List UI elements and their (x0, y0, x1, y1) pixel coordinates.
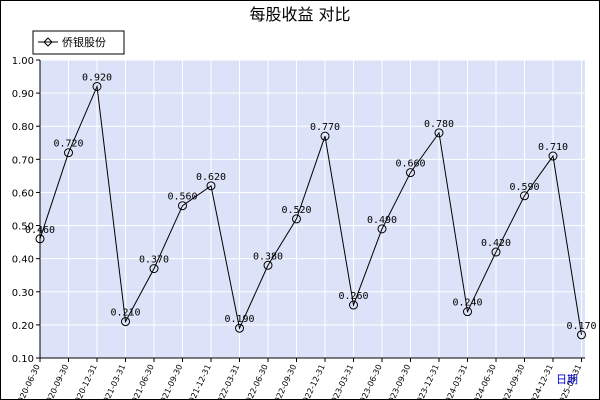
y-tick-label: 0.40 (12, 255, 34, 266)
x-tick-label: 2023-03-31 (328, 363, 356, 400)
plot-area (40, 60, 585, 358)
y-tick-label: 0.80 (12, 122, 34, 133)
x-tick-label: 2020-06-30 (14, 363, 42, 400)
data-label: 0.170 (566, 321, 596, 332)
data-point (406, 168, 415, 178)
data-label: 0.420 (481, 238, 511, 249)
x-tick-label: 2023-12-31 (413, 363, 441, 400)
data-label: 0.920 (82, 72, 112, 83)
data-label: 0.260 (338, 291, 368, 302)
x-tick-label: 2023-06-30 (356, 363, 384, 400)
y-tick-label: 0.90 (12, 89, 34, 100)
x-tick-label: 2021-09-30 (157, 363, 185, 400)
data-point (206, 181, 216, 191)
data-label: 0.560 (167, 192, 197, 203)
data-label: 0.380 (253, 251, 283, 262)
chart-title: 每股收益 对比 (249, 5, 350, 24)
x-tick-label: 2021-03-31 (100, 363, 128, 400)
y-tick-label: 0.70 (12, 155, 34, 166)
x-tick-label: 2024-03-31 (442, 363, 470, 400)
data-label: 0.190 (224, 314, 254, 325)
y-tick-label: 0.10 (12, 354, 34, 365)
legend-entry-label: 侨银股份 (62, 35, 106, 49)
data-point (349, 300, 358, 310)
legend: 侨银股份 (32, 30, 125, 55)
x-tick-label: 2022-09-30 (271, 363, 299, 400)
data-label: 0.720 (53, 139, 83, 150)
x-tick-label: 2020-09-30 (43, 363, 71, 400)
data-point (64, 148, 73, 158)
data-label: 0.770 (310, 122, 340, 133)
y-axis-ticks: 0.10 0.20 0.30 0.40 0.50 0.60 0.70 0.80 0.90 1.00 (12, 56, 40, 365)
data-point (520, 191, 529, 201)
data-label: 0.620 (196, 172, 226, 183)
legend-box (32, 30, 125, 55)
x-tick-label: 2020-12-31 (71, 363, 99, 400)
x-tick-label: 2022-12-31 (299, 363, 327, 400)
y-tick-label: 0.50 (12, 222, 34, 233)
x-tick-label: 2024-12-31 (527, 363, 555, 400)
data-point (377, 224, 387, 234)
x-tick-label: 2021-06-30 (128, 363, 156, 400)
data-point (434, 128, 444, 138)
data-labels: 0.460 0.720 0.920 0.210 0.370 0.560 0.620 0.190… (25, 72, 597, 331)
x-tick-label: 2024-06-30 (470, 363, 498, 400)
series-layer (35, 81, 586, 340)
data-point (178, 201, 187, 211)
x-tick-label: 2022-06-30 (242, 363, 270, 400)
y-tick-label: 0.60 (12, 188, 34, 199)
data-point (149, 264, 159, 274)
series-line (39, 84, 582, 335)
data-point (235, 323, 244, 333)
data-point (491, 247, 501, 257)
data-point (548, 151, 558, 161)
data-label: 0.590 (509, 182, 539, 193)
data-point (35, 234, 45, 244)
data-point (263, 260, 273, 270)
data-label: 0.490 (367, 215, 397, 226)
data-point (463, 307, 472, 317)
x-tick-label: 2022-03-31 (214, 363, 242, 400)
data-label: 0.710 (538, 142, 568, 153)
data-label: 0.240 (452, 298, 482, 309)
data-label: 0.660 (395, 159, 425, 170)
data-label: 0.210 (110, 308, 140, 319)
data-label: 0.780 (424, 119, 454, 130)
y-tick-label: 1.00 (12, 56, 34, 67)
data-point (577, 330, 586, 340)
data-label: 0.460 (25, 225, 55, 236)
y-tick-label: 0.20 (12, 321, 34, 332)
data-point (292, 214, 301, 224)
data-label: 0.520 (281, 205, 311, 216)
x-tick-label: 2023-09-30 (385, 363, 413, 400)
y-tick-label: 0.30 (12, 288, 34, 299)
x-axis-label: 日期 (556, 373, 578, 386)
legend-marker-icon (43, 37, 53, 47)
x-tick-label: 2024-09-30 (499, 363, 527, 400)
data-point (121, 317, 130, 327)
data-point (320, 131, 330, 141)
x-tick-label: 2021-12-31 (185, 363, 213, 400)
data-label: 0.370 (139, 255, 169, 266)
data-point (92, 81, 102, 91)
